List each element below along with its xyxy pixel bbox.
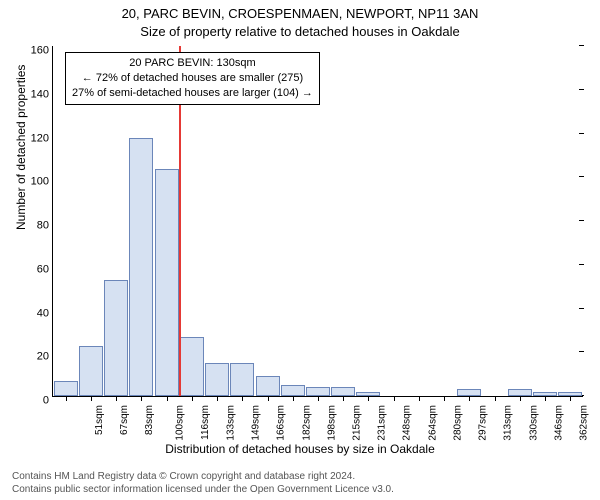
x-axis-label: Distribution of detached houses by size … [0, 442, 600, 456]
callout-line-3: 27% of semi-detached houses are larger (… [72, 86, 313, 101]
x-tick-mark [116, 396, 117, 401]
y-tick-label: 40 [19, 308, 53, 319]
x-tick-mark [318, 396, 319, 401]
x-tick-label: 280sqm [454, 405, 464, 441]
y-tick-mark [579, 176, 584, 177]
histogram-bar [104, 280, 128, 396]
y-tick-mark [579, 133, 584, 134]
x-tick-mark [495, 396, 496, 401]
chart-container: 20, PARC BEVIN, CROESPENMAEN, NEWPORT, N… [0, 0, 600, 500]
y-tick-label: 60 [19, 264, 53, 275]
x-tick-mark [545, 396, 546, 401]
x-tick-label: 51sqm [95, 405, 105, 435]
y-tick-label: 100 [19, 177, 53, 188]
x-tick-mark [268, 396, 269, 401]
x-tick-label: 133sqm [226, 405, 236, 441]
y-tick-label: 80 [19, 221, 53, 232]
histogram-bar [281, 385, 305, 396]
y-tick-label: 160 [19, 46, 53, 57]
x-tick-mark [293, 396, 294, 401]
x-tick-mark [91, 396, 92, 401]
x-tick-mark [570, 396, 571, 401]
histogram-bar [205, 363, 229, 396]
y-tick-mark [579, 45, 584, 46]
x-tick-label: 149sqm [252, 405, 262, 441]
x-tick-mark [242, 396, 243, 401]
x-tick-mark [343, 396, 344, 401]
x-tick-label: 83sqm [145, 405, 155, 435]
x-tick-mark [419, 396, 420, 401]
x-tick-label: 215sqm [353, 405, 363, 441]
x-tick-label: 362sqm [580, 405, 590, 441]
x-tick-label: 330sqm [529, 405, 539, 441]
histogram-bar [256, 376, 280, 396]
x-tick-label: 198sqm [327, 405, 337, 441]
histogram-bar [331, 387, 355, 396]
footer-line-1: Contains HM Land Registry data © Crown c… [12, 471, 588, 484]
histogram-bar [230, 363, 254, 396]
y-tick-label: 0 [19, 396, 53, 407]
plot-area: 20 PARC BEVIN: 130sqm ← 72% of detached … [52, 46, 583, 397]
y-tick-mark [579, 89, 584, 90]
callout-box: 20 PARC BEVIN: 130sqm ← 72% of detached … [65, 52, 320, 105]
histogram-bar [180, 337, 204, 396]
callout-line-2: ← 72% of detached houses are smaller (27… [72, 71, 313, 86]
x-tick-label: 297sqm [479, 405, 489, 441]
histogram-bar [129, 138, 153, 396]
x-tick-mark [394, 396, 395, 401]
x-tick-label: 346sqm [554, 405, 564, 441]
x-tick-label: 100sqm [176, 405, 186, 441]
title-line-2: Size of property relative to detached ho… [0, 24, 600, 39]
x-tick-label: 116sqm [200, 405, 210, 440]
x-tick-mark [192, 396, 193, 401]
histogram-bar [79, 346, 103, 396]
histogram-bar [306, 387, 330, 396]
x-tick-label: 248sqm [403, 405, 413, 441]
y-tick-mark [579, 220, 584, 221]
x-tick-mark [141, 396, 142, 401]
y-tick-label: 140 [19, 89, 53, 100]
x-tick-label: 231sqm [378, 405, 388, 441]
footer-attribution: Contains HM Land Registry data © Crown c… [12, 471, 588, 496]
y-tick-mark [579, 308, 584, 309]
x-tick-mark [217, 396, 218, 401]
histogram-bar [54, 381, 78, 396]
x-tick-mark [368, 396, 369, 401]
y-tick-label: 120 [19, 133, 53, 144]
callout-line-1: 20 PARC BEVIN: 130sqm [72, 56, 313, 71]
x-tick-label: 67sqm [120, 405, 130, 435]
x-tick-label: 182sqm [302, 405, 312, 441]
x-tick-label: 166sqm [277, 405, 287, 441]
x-tick-label: 264sqm [428, 405, 438, 441]
x-tick-mark [66, 396, 67, 401]
title-line-1: 20, PARC BEVIN, CROESPENMAEN, NEWPORT, N… [0, 6, 600, 21]
footer-line-2: Contains public sector information licen… [12, 484, 588, 497]
x-tick-mark [469, 396, 470, 401]
x-tick-mark [167, 396, 168, 401]
x-tick-mark [520, 396, 521, 401]
x-tick-mark [444, 396, 445, 401]
y-tick-mark [579, 351, 584, 352]
x-tick-label: 313sqm [504, 405, 514, 441]
y-tick-mark [579, 264, 584, 265]
y-tick-label: 20 [19, 352, 53, 363]
histogram-bar [155, 169, 179, 397]
